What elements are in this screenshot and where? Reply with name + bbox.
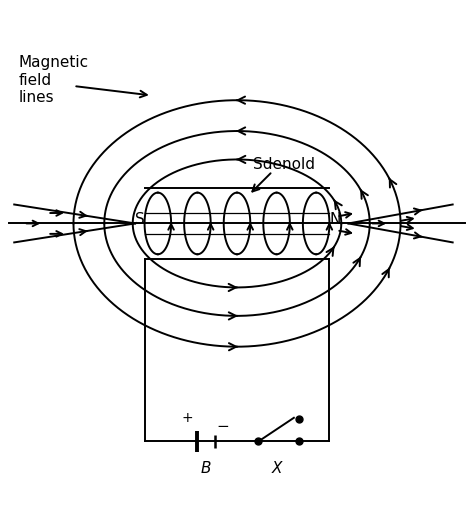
Text: +: + bbox=[182, 411, 193, 425]
Text: $X$: $X$ bbox=[271, 459, 284, 476]
Text: −: − bbox=[217, 419, 229, 434]
Text: Sdenold: Sdenold bbox=[254, 157, 315, 171]
Text: Magnetic
field
lines: Magnetic field lines bbox=[19, 55, 89, 105]
Text: S: S bbox=[135, 212, 145, 227]
Text: $B$: $B$ bbox=[200, 459, 211, 476]
Text: N: N bbox=[329, 212, 341, 227]
